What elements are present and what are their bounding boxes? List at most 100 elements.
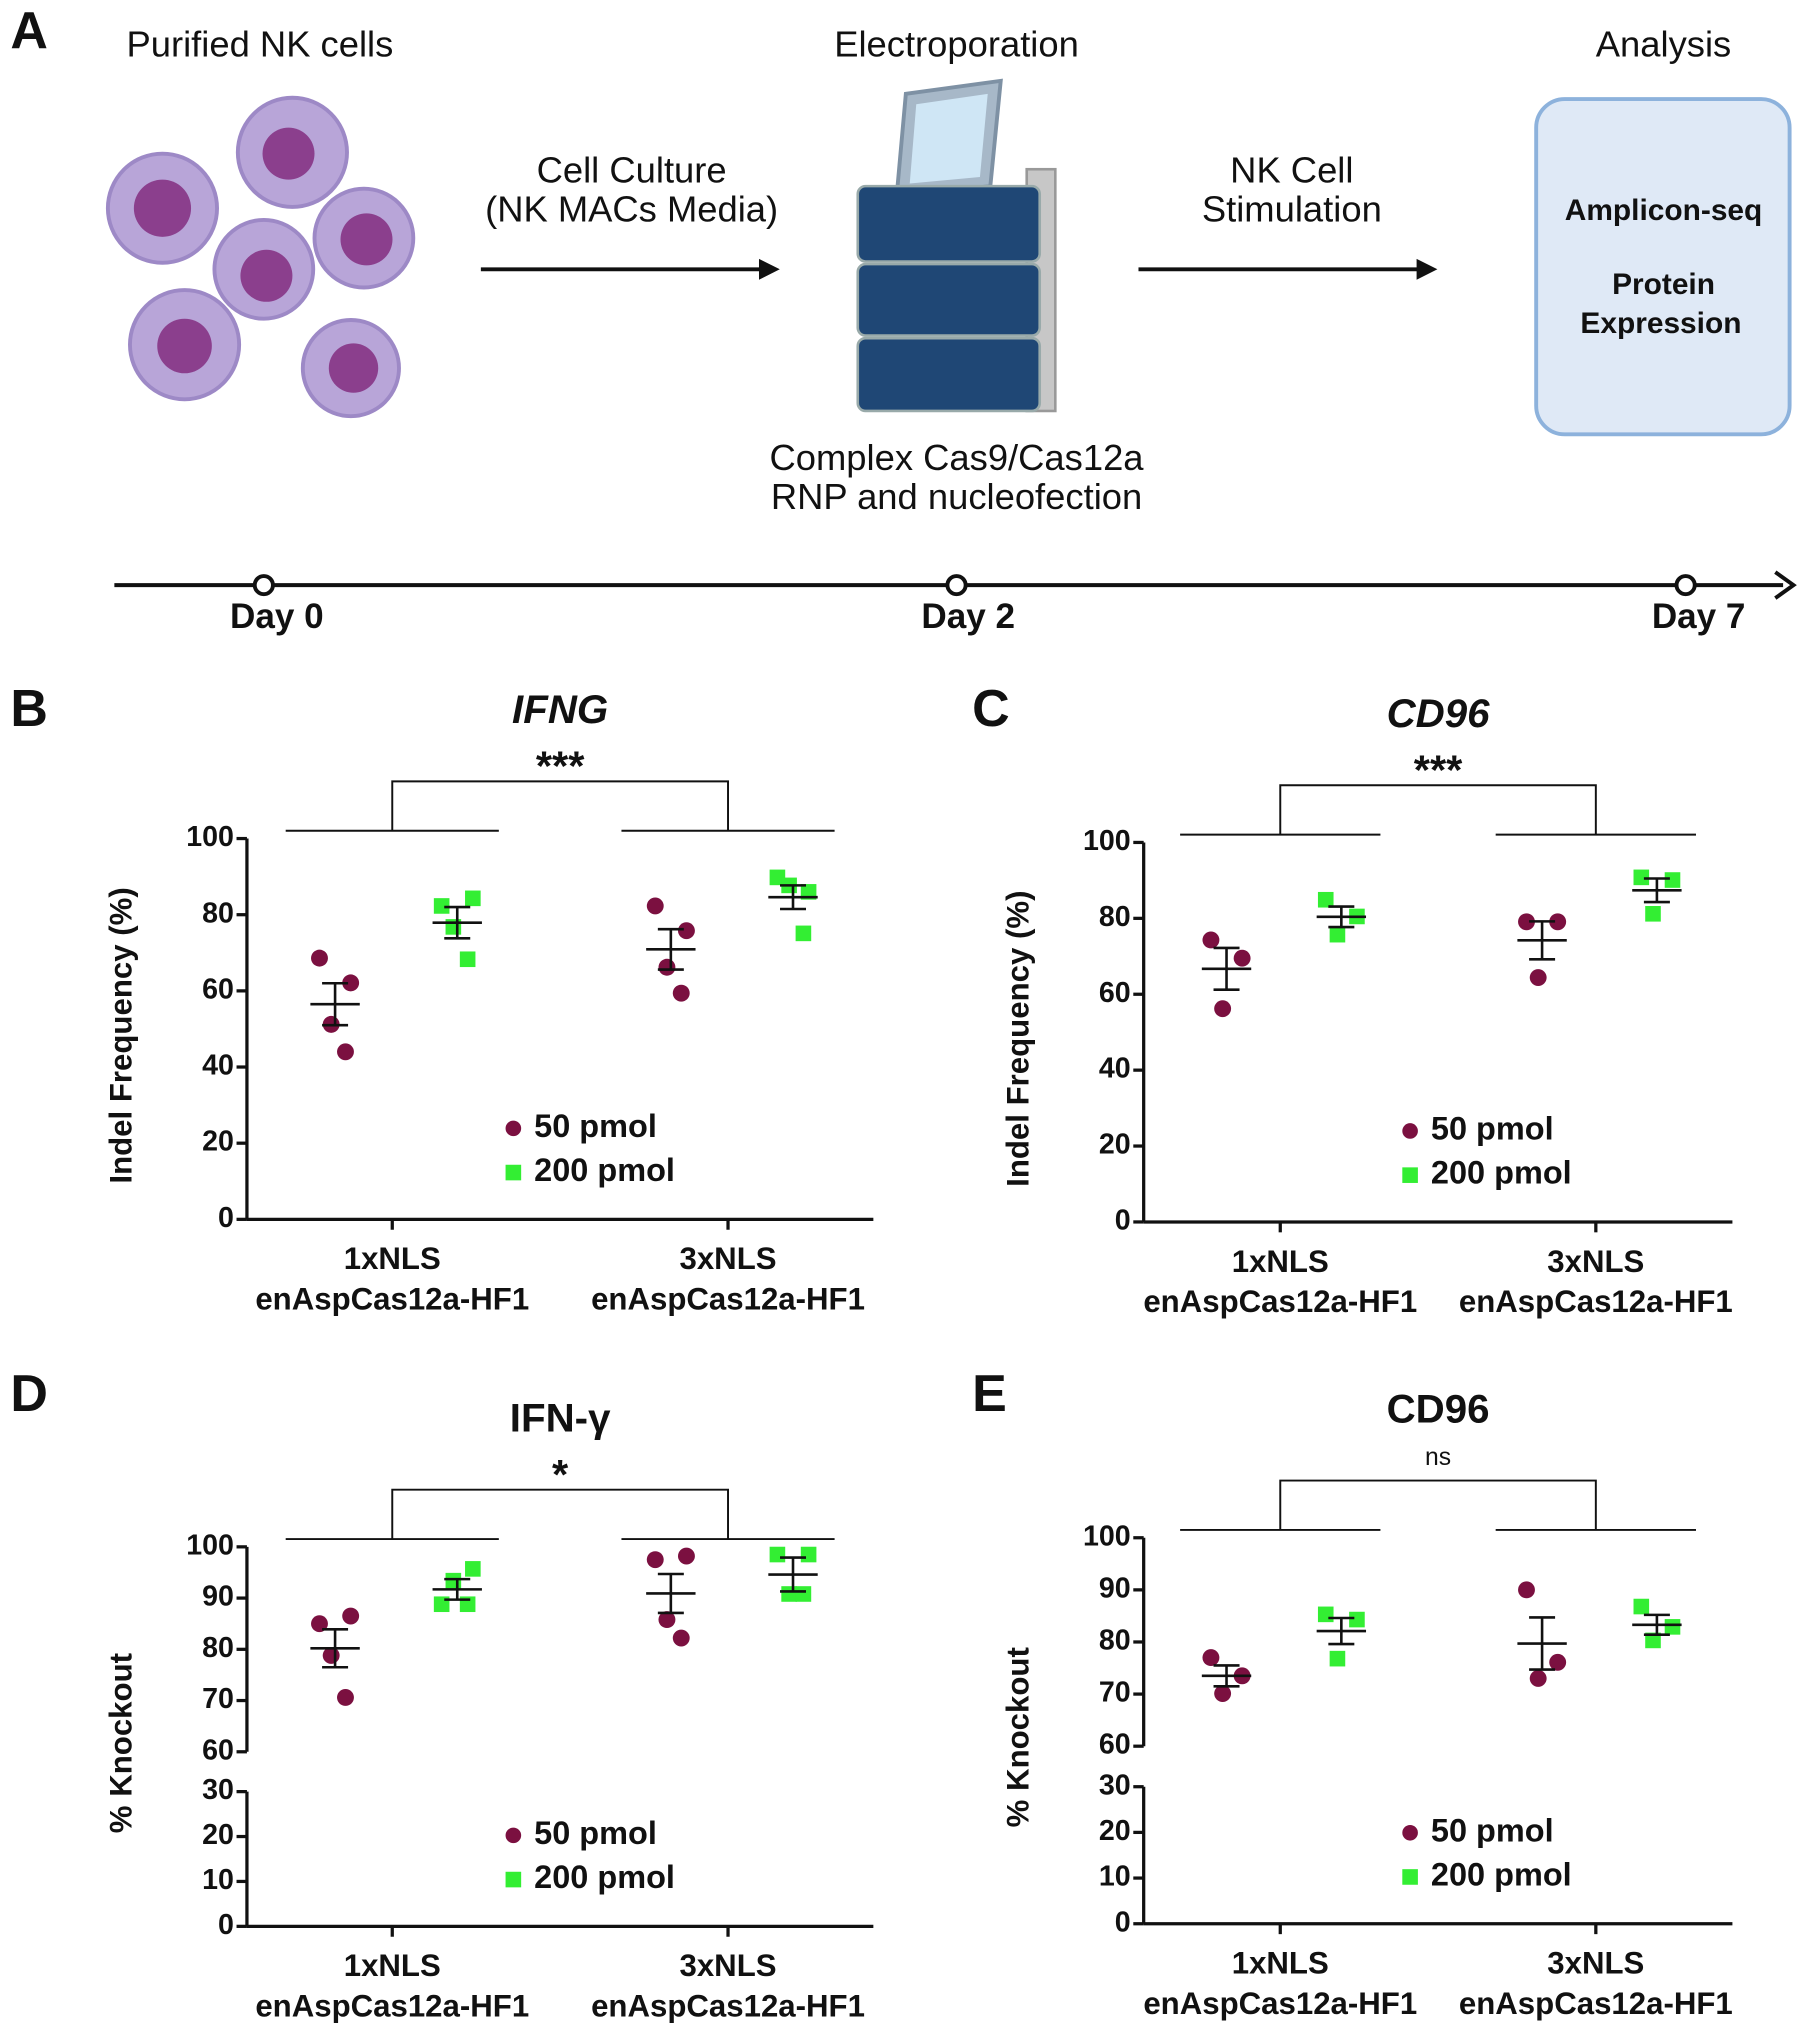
data-point [1549,913,1567,931]
significance-label: * [552,1451,569,1498]
x-tick-label: enAspCas12a-HF1 [1143,1284,1417,1319]
data-point [658,958,676,976]
x-tick-label: 1xNLS [1232,1244,1329,1279]
x-tick-label: 3xNLS [1547,1946,1644,1981]
data-point [646,1551,664,1569]
arrow-label: Stimulation [1202,189,1382,230]
y-tick-label: 60 [1099,977,1131,1009]
data-point [795,925,812,942]
data-point [1202,1649,1220,1667]
x-tick-label: 1xNLS [344,1948,441,1983]
y-tick-label: 100 [1083,825,1131,857]
y-tick-label: 0 [1115,1906,1131,1938]
analysis-item: Protein [1612,268,1715,301]
data-point [658,1611,676,1629]
legend-marker [505,1827,522,1844]
y-tick-label: 10 [1099,1861,1131,1893]
x-tick-label: enAspCas12a-HF1 [1459,1284,1733,1319]
y-tick-label: 60 [202,973,234,1005]
x-tick-label: 1xNLS [1232,1946,1329,1981]
data-point [1329,1650,1346,1667]
chart-title: CD96 [1387,1386,1490,1431]
arrow-head [1416,258,1438,280]
legend-label: 200 pmol [534,1152,675,1188]
arrow-head [758,258,780,280]
x-tick-label: enAspCas12a-HF1 [255,1988,529,2023]
y-tick-label: 60 [1099,1729,1131,1761]
y-axis-label: % Knockout [1000,1647,1035,1827]
panel-letter: C [972,680,1010,738]
cell [128,288,242,402]
electroporator [856,78,1057,413]
y-tick-label: 60 [202,1734,234,1766]
data-point [1549,1653,1567,1671]
panel-letter: D [10,1365,48,1423]
timeline-label: Day 0 [230,597,324,636]
data-point [672,984,690,1002]
significance-bracket [1279,1479,1597,1530]
y-tick-label: 80 [1099,1625,1131,1657]
y-tick-label: 100 [186,821,234,853]
data-point [465,1561,481,1577]
y-axis-label: Indel Frequency (%) [1000,891,1035,1187]
panel-a: A Purified NK cells Electroporation Anal… [10,2,1797,636]
y-tick-label: 70 [1099,1677,1131,1709]
x-tick-label: enAspCas12a-HF1 [591,1988,865,2023]
legend-marker [1402,1824,1418,1841]
cell [300,318,401,419]
panel-letter: B [10,680,48,738]
y-tick-label: 40 [202,1050,234,1082]
y-tick-label: 80 [202,1632,234,1664]
significance-bracket [391,1488,730,1540]
step-note: Complex Cas9/Cas12a [770,437,1145,478]
legend-label: 50 pmol [1431,1812,1554,1848]
y-tick-label: 40 [1099,1053,1131,1085]
y-axis-label: % Knockout [104,1653,139,1833]
x-tick-label: enAspCas12a-HF1 [1459,1986,1733,2021]
y-tick-label: 30 [202,1774,234,1806]
step-title: Purified NK cells [126,24,393,65]
x-tick-label: enAspCas12a-HF1 [591,1281,865,1316]
data-point [1529,969,1547,986]
legend-label: 50 pmol [534,1815,657,1851]
y-tick-label: 20 [1099,1815,1131,1847]
data-point [465,890,481,907]
data-point [677,922,695,940]
y-tick-label: 80 [1099,901,1131,933]
data-point [1518,1581,1535,1599]
data-point [769,1546,786,1563]
analysis-item: Amplicon-seq [1565,194,1763,227]
chart-title: IFNG [512,687,608,732]
x-tick-label: enAspCas12a-HF1 [1143,1986,1417,2021]
significance-bracket [1279,784,1597,835]
x-tick-label: 3xNLS [679,1948,776,1983]
y-tick-label: 20 [1099,1129,1131,1161]
legend-label: 200 pmol [1431,1857,1572,1893]
x-tick-label: 3xNLS [679,1241,776,1276]
data-point [1214,1000,1232,1018]
data-point [1233,949,1251,967]
cell [312,186,416,290]
significance-label: *** [536,743,585,790]
legend-marker [505,1164,522,1181]
y-tick-label: 20 [202,1126,234,1158]
data-point [311,1615,328,1633]
data-point [1214,1685,1232,1703]
legend-marker [1402,1123,1418,1139]
y-tick-label: 90 [202,1581,234,1613]
significance-label: *** [1414,747,1463,794]
legend-marker [1402,1869,1418,1885]
step-note: RNP and nucleofection [771,476,1142,517]
arrow-label: NK Cell [1230,150,1353,191]
arrow-label: (NK MACs Media) [485,189,778,230]
x-tick-label: 3xNLS [1547,1244,1644,1279]
data-point [1349,1611,1365,1628]
data-point [337,1689,354,1706]
panel-letter: A [10,2,48,60]
chart-title: IFN-γ [510,1395,611,1440]
y-tick-label: 10 [202,1864,234,1896]
data-point [1633,1598,1650,1615]
data-point [781,1586,797,1602]
data-point [677,1547,695,1565]
y-tick-label: 100 [1083,1520,1131,1552]
